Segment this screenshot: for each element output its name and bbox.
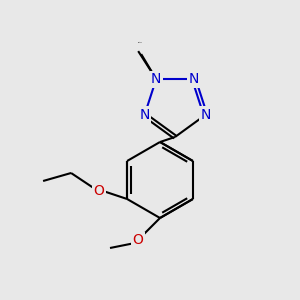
Text: N: N: [140, 108, 150, 122]
Text: N: N: [189, 72, 199, 86]
Text: O: O: [94, 184, 104, 198]
Text: O: O: [133, 233, 143, 247]
Text: N: N: [151, 72, 161, 86]
Text: N: N: [200, 108, 211, 122]
Text: N: N: [151, 72, 161, 86]
Text: N: N: [189, 72, 199, 86]
Text: N: N: [200, 108, 211, 122]
Text: methyl: methyl: [138, 42, 143, 43]
Text: N: N: [151, 72, 161, 86]
Text: N: N: [140, 108, 150, 122]
